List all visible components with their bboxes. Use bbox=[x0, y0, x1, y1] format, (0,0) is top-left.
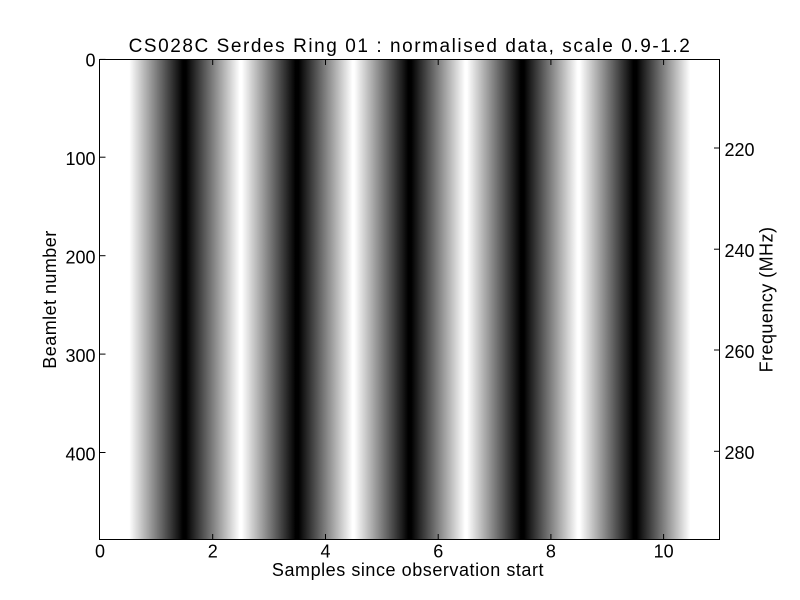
svg-text:6: 6 bbox=[433, 542, 443, 562]
svg-text:220: 220 bbox=[725, 140, 755, 160]
svg-text:240: 240 bbox=[725, 241, 755, 261]
svg-text:Beamlet number: Beamlet number bbox=[40, 230, 60, 368]
svg-text:Samples since observation star: Samples since observation start bbox=[272, 560, 544, 580]
svg-text:100: 100 bbox=[65, 149, 95, 169]
svg-text:200: 200 bbox=[65, 248, 95, 268]
svg-text:260: 260 bbox=[725, 342, 755, 362]
svg-text:4: 4 bbox=[320, 542, 330, 562]
svg-text:Frequency (MHz): Frequency (MHz) bbox=[757, 227, 777, 373]
svg-text:0: 0 bbox=[85, 51, 95, 71]
svg-text:0: 0 bbox=[95, 542, 105, 562]
svg-text:280: 280 bbox=[725, 443, 755, 463]
svg-text:400: 400 bbox=[65, 444, 95, 464]
svg-text:10: 10 bbox=[654, 542, 674, 562]
svg-text:8: 8 bbox=[546, 542, 556, 562]
svg-text:300: 300 bbox=[65, 346, 95, 366]
svg-text:2: 2 bbox=[208, 542, 218, 562]
svg-text:CS028C Serdes Ring 01 : normal: CS028C Serdes Ring 01 : normalised data,… bbox=[129, 36, 692, 57]
